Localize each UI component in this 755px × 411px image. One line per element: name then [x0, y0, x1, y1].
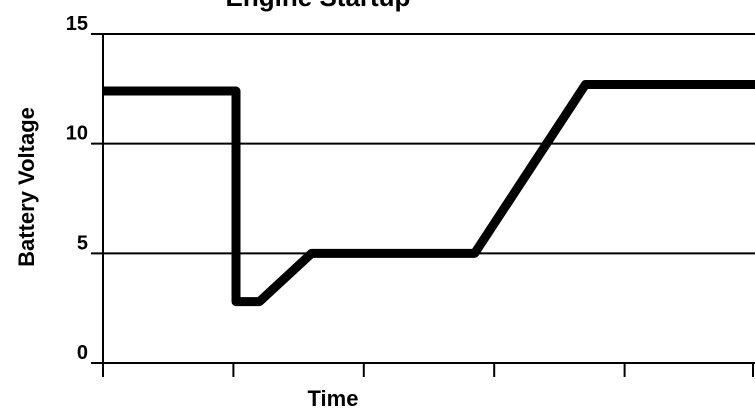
gridlines [91, 33, 755, 255]
y-tick-label-10: 10 [66, 123, 88, 145]
chart-title: Engine Startup [226, 0, 411, 12]
y-axis-title: Battery Voltage [14, 107, 39, 267]
y-tick-label-15: 15 [66, 13, 88, 35]
x-axis-title: Time [308, 386, 359, 411]
y-tick-labels: 0 5 10 15 [66, 13, 88, 364]
x-ticks [102, 363, 754, 377]
y-tick-label-5: 5 [77, 232, 88, 254]
series [103, 79, 755, 307]
series-line-0 [103, 79, 755, 307]
y-tick-label-0: 0 [77, 342, 88, 364]
